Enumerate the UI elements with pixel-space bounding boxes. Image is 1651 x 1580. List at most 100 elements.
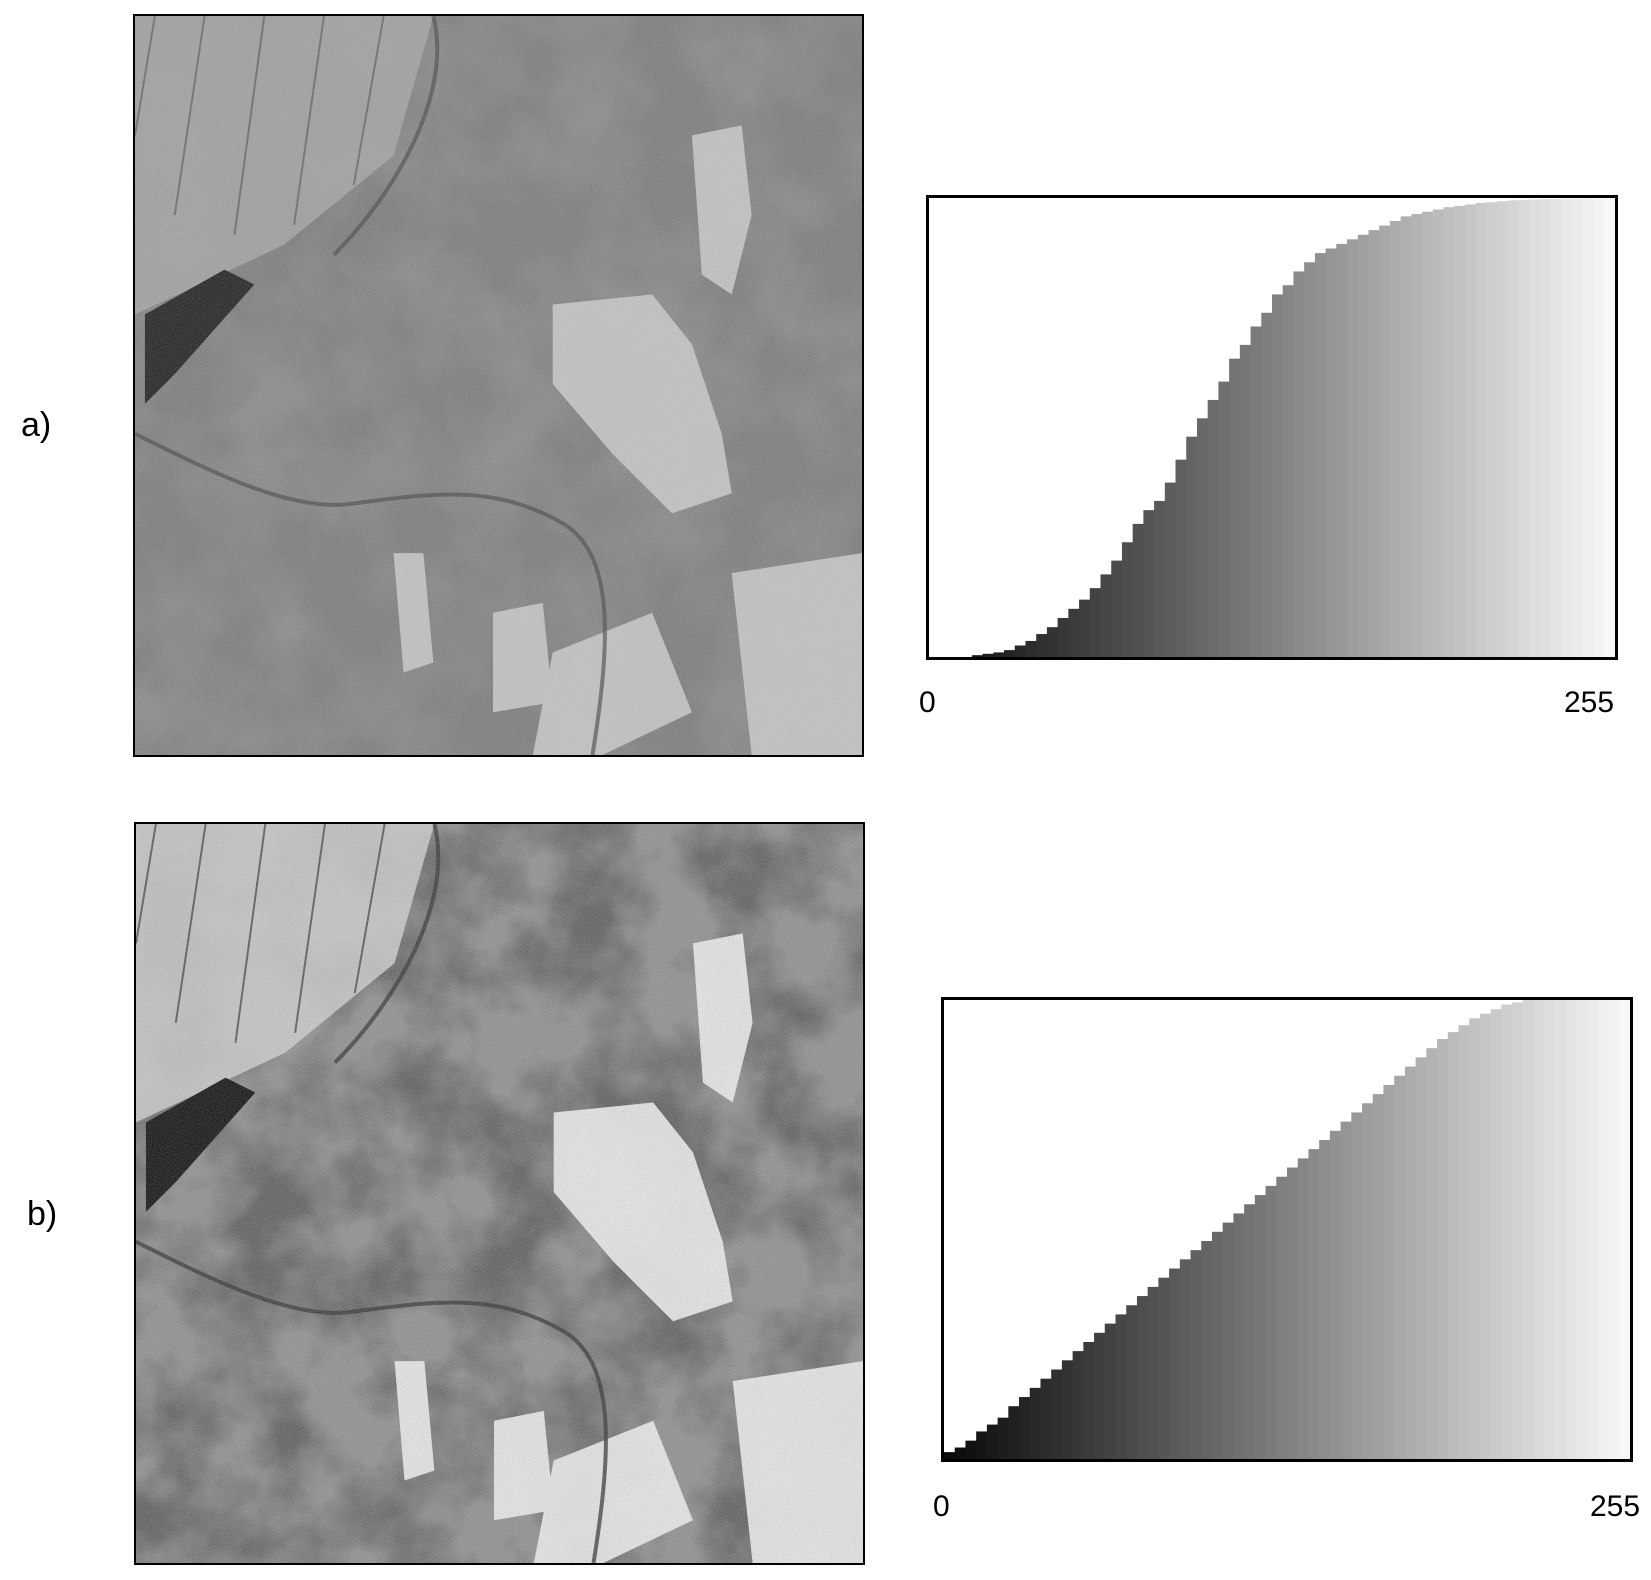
histogram-bar: [1308, 1149, 1320, 1459]
histogram-bar: [1389, 220, 1402, 657]
panel-label-b: b): [27, 1195, 58, 1233]
panel-label-a: a): [21, 406, 52, 444]
histogram-bar: [1136, 1296, 1149, 1459]
histogram-bar: [1115, 1314, 1127, 1459]
histogram-bar: [1522, 1000, 1535, 1459]
histogram-bar: [1518, 199, 1530, 657]
histogram-bar: [1051, 1369, 1063, 1460]
histogram-bar: [1276, 1176, 1288, 1459]
histogram-bar: [1314, 253, 1327, 657]
histogram-bar: [1143, 510, 1155, 657]
histogram-bar: [1014, 645, 1027, 657]
histogram-bar: [1046, 627, 1059, 658]
histogram-bar: [1340, 1121, 1352, 1459]
histogram-bar: [976, 1431, 988, 1459]
histogram-original-tick-max: 255: [1564, 686, 1615, 719]
histogram-bar: [1357, 234, 1370, 657]
histogram-equalized-tick-min: 0: [933, 1490, 950, 1523]
histogram-bar: [1554, 1000, 1567, 1459]
histogram-bar: [1265, 1185, 1277, 1459]
histogram-bar: [1458, 1025, 1470, 1459]
histogram-bar: [1029, 1387, 1042, 1459]
histogram-bar: [1201, 1240, 1213, 1459]
histogram-bar: [1539, 198, 1552, 658]
histogram-bar: [1550, 198, 1563, 658]
histogram-bar: [1025, 640, 1037, 658]
histogram-bar: [1297, 1158, 1310, 1459]
histogram-bar: [1304, 262, 1316, 657]
histogram-bar: [1179, 1259, 1192, 1459]
histogram-bar: [993, 652, 1005, 657]
histogram-bar: [1372, 1094, 1385, 1459]
histogram-bar: [1507, 200, 1520, 658]
histogram-bar: [1593, 198, 1605, 657]
histogram-bar: [1169, 1268, 1181, 1459]
histogram-bar: [1121, 542, 1134, 657]
histogram-bar: [1196, 418, 1209, 657]
histogram-bar: [1379, 225, 1391, 657]
histogram-bar: [1572, 198, 1584, 657]
histogram-bar: [1164, 482, 1177, 657]
histogram-bar: [1008, 1406, 1020, 1459]
histogram-bar: [1454, 205, 1466, 658]
histogram-bar: [1126, 1305, 1138, 1460]
histogram-bar: [1287, 1167, 1299, 1459]
histogram-bar: [954, 1447, 967, 1459]
histogram-bar: [1587, 1000, 1599, 1459]
histogram-bar: [1261, 312, 1273, 657]
histogram-bar: [1083, 1341, 1095, 1459]
histogram-bar: [1211, 1231, 1224, 1459]
histogram-bar: [1158, 1277, 1170, 1459]
histogram-bar: [1415, 1057, 1427, 1460]
histogram-bar: [1229, 358, 1241, 657]
histogram-bar: [1469, 1018, 1481, 1459]
histogram-bar: [1404, 1066, 1417, 1459]
histogram-bar: [1486, 202, 1498, 657]
histogram-bar: [1426, 1048, 1438, 1459]
histogram-bar: [1368, 230, 1380, 657]
histogram-bar: [1582, 198, 1595, 657]
histogram-bar: [1036, 634, 1048, 657]
histogram-bar: [1347, 239, 1359, 657]
histogram-bar: [1104, 1323, 1117, 1460]
histogram-bar: [1222, 1222, 1235, 1459]
histogram-bar: [1218, 381, 1230, 657]
histogram-bar: [1089, 588, 1102, 657]
histogram-bar: [1432, 209, 1445, 658]
histogram-bar: [1497, 201, 1509, 657]
histogram-bar: [1147, 1286, 1159, 1460]
histogram-bar: [1529, 199, 1541, 657]
histogram-bar: [1475, 203, 1487, 658]
histogram-original: [926, 195, 1618, 660]
histogram-bar: [1325, 248, 1337, 658]
histogram-original-bars: [971, 198, 1616, 658]
histogram-bar: [1293, 271, 1305, 657]
histogram-bar: [1383, 1084, 1395, 1459]
histogram-bar: [1561, 198, 1573, 657]
histogram-bar: [1079, 599, 1091, 658]
histogram-bar: [1336, 243, 1348, 657]
histogram-bar: [1443, 207, 1455, 657]
histogram-equalized-frame: [941, 997, 1633, 1462]
histogram-bar: [1111, 560, 1123, 657]
histogram-original-tick-min: 0: [919, 686, 936, 719]
histogram-bar: [1422, 211, 1434, 657]
histogram-bar: [1351, 1112, 1363, 1459]
histogram-bar: [1411, 214, 1423, 657]
histogram-equalized: [941, 997, 1633, 1462]
histogram-bar: [1479, 1013, 1492, 1459]
histogram-bar: [1040, 1378, 1052, 1459]
histogram-bar: [1175, 459, 1187, 657]
histogram-bar: [1319, 1140, 1331, 1459]
histogram-bar: [1019, 1397, 1031, 1459]
histogram-equalized-tick-max: 255: [1590, 1490, 1641, 1523]
histogram-bar: [1619, 1000, 1631, 1459]
histogram-bar: [1244, 1204, 1256, 1459]
histogram-bar: [971, 655, 984, 657]
histogram-bar: [1072, 1351, 1084, 1459]
histogram-bar: [1272, 294, 1284, 657]
histogram-bar: [1597, 1000, 1610, 1459]
histogram-bar: [965, 1440, 977, 1459]
aerial-photo-original-graphic: [135, 16, 862, 755]
aerial-photo-equalized-graphic: [136, 824, 863, 1563]
